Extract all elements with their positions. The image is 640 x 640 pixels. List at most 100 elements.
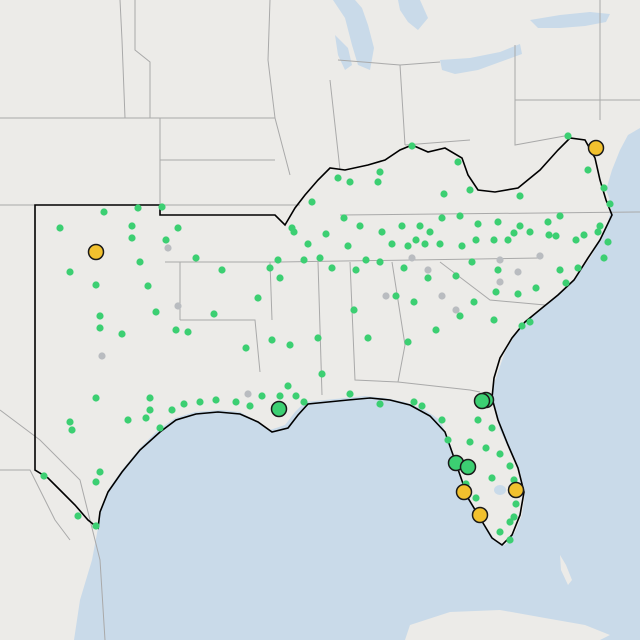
gray-map-marker[interactable] [536,252,544,260]
green-map-marker[interactable] [96,468,104,476]
green-map-marker[interactable] [276,274,284,282]
green-map-marker[interactable] [496,450,504,458]
yellow-map-marker[interactable] [587,139,605,157]
green-map-marker[interactable] [596,222,604,230]
green-map-marker[interactable] [466,438,474,446]
green-map-marker[interactable] [232,398,240,406]
gray-map-marker[interactable] [98,352,106,360]
green-map-marker[interactable] [92,522,100,530]
green-map-marker[interactable] [556,266,564,274]
green-map-marker[interactable] [492,288,500,296]
green-map-marker[interactable] [600,254,608,262]
green-map-marker[interactable] [544,218,552,226]
green-map-marker[interactable] [378,228,386,236]
green-map-marker[interactable] [490,316,498,324]
green-map-marker[interactable] [510,229,518,237]
green-map-marker[interactable] [488,474,496,482]
green-map-marker[interactable] [118,330,126,338]
green-map-marker[interactable] [356,222,364,230]
green-map-marker[interactable] [400,264,408,272]
green-map-marker[interactable] [472,236,480,244]
green-map-marker[interactable] [162,236,170,244]
gray-map-marker[interactable] [244,390,252,398]
green-map-marker[interactable] [304,240,312,248]
green-map-marker[interactable] [606,200,614,208]
green-map-marker[interactable] [346,178,354,186]
green-map-marker[interactable] [421,240,429,248]
gray-map-marker[interactable] [496,256,504,264]
green-map-marker[interactable] [74,512,82,520]
green-map-marker[interactable] [68,426,76,434]
green-map-marker[interactable] [454,158,462,166]
green-map-marker[interactable] [172,326,180,334]
green-map-marker[interactable] [488,424,496,432]
green-map-marker[interactable] [506,518,514,526]
green-map-marker[interactable] [436,240,444,248]
green-map-marker[interactable] [545,231,553,239]
green-map-marker[interactable] [266,264,274,272]
green-map-marker[interactable] [574,264,582,272]
green-map-marker[interactable] [494,266,502,274]
green-map-marker[interactable] [314,334,322,342]
green-map-marker[interactable] [510,513,518,521]
green-map-marker[interactable] [474,416,482,424]
green-map-marker[interactable] [432,326,440,334]
green-map-marker[interactable] [594,228,602,236]
gray-map-marker[interactable] [438,292,446,300]
green-map-marker[interactable] [376,168,384,176]
green-map-marker[interactable] [466,186,474,194]
yellow-map-marker[interactable] [507,481,525,499]
green-map-marker[interactable] [584,166,592,174]
green-map-marker[interactable] [340,214,348,222]
gray-map-marker[interactable] [514,268,522,276]
green-map-marker[interactable] [408,142,416,150]
green-map-marker[interactable] [456,212,464,220]
green-map-marker[interactable] [516,192,524,200]
yellow-map-marker[interactable] [87,243,105,261]
green-map-marker[interactable] [470,298,478,306]
green-map-marker[interactable] [146,394,154,402]
green-map-marker[interactable] [96,324,104,332]
green-map-marker[interactable] [300,256,308,264]
green-map-marker[interactable] [168,406,176,414]
green-map-marker[interactable] [142,414,150,422]
green-map-marker[interactable] [472,494,480,502]
green-map-marker[interactable] [246,402,254,410]
green-map-marker[interactable] [274,256,282,264]
green-map-marker[interactable] [494,218,502,226]
green-map-marker[interactable] [374,178,382,186]
green-map-marker[interactable] [552,232,560,240]
green-map-marker[interactable] [100,208,108,216]
green-map-marker[interactable] [562,279,570,287]
green-map-marker[interactable] [468,258,476,266]
green-map-marker[interactable] [284,382,292,390]
green-map-marker[interactable] [506,536,514,544]
green-map-marker[interactable] [496,528,504,536]
green-map-marker[interactable] [134,204,142,212]
green-map-marker[interactable] [514,290,522,298]
green-map-marker[interactable] [504,236,512,244]
green-map-marker[interactable] [292,392,300,400]
green-map-marker[interactable] [146,406,154,414]
green-map-marker[interactable] [456,312,464,320]
gray-map-marker[interactable] [424,266,432,274]
green-map-marker[interactable] [482,444,490,452]
green-map-marker[interactable] [604,238,612,246]
green-map-marker[interactable] [318,370,326,378]
green-map-marker[interactable] [218,266,226,274]
green-map-marker[interactable] [128,222,136,230]
green-map-marker[interactable] [404,338,412,346]
green-map-marker[interactable] [580,231,588,239]
gray-map-marker[interactable] [452,306,460,314]
green-map-marker[interactable] [92,478,100,486]
green-map-marker[interactable] [322,230,330,238]
green-map-marker[interactable] [426,228,434,236]
yellow-map-marker[interactable] [455,483,473,501]
green-map-marker[interactable] [532,284,540,292]
green-map-marker[interactable] [136,258,144,266]
green-map-marker[interactable] [96,312,104,320]
green-map-marker[interactable] [152,308,160,316]
large-green-map-marker[interactable] [270,400,288,418]
green-map-marker[interactable] [600,184,608,192]
